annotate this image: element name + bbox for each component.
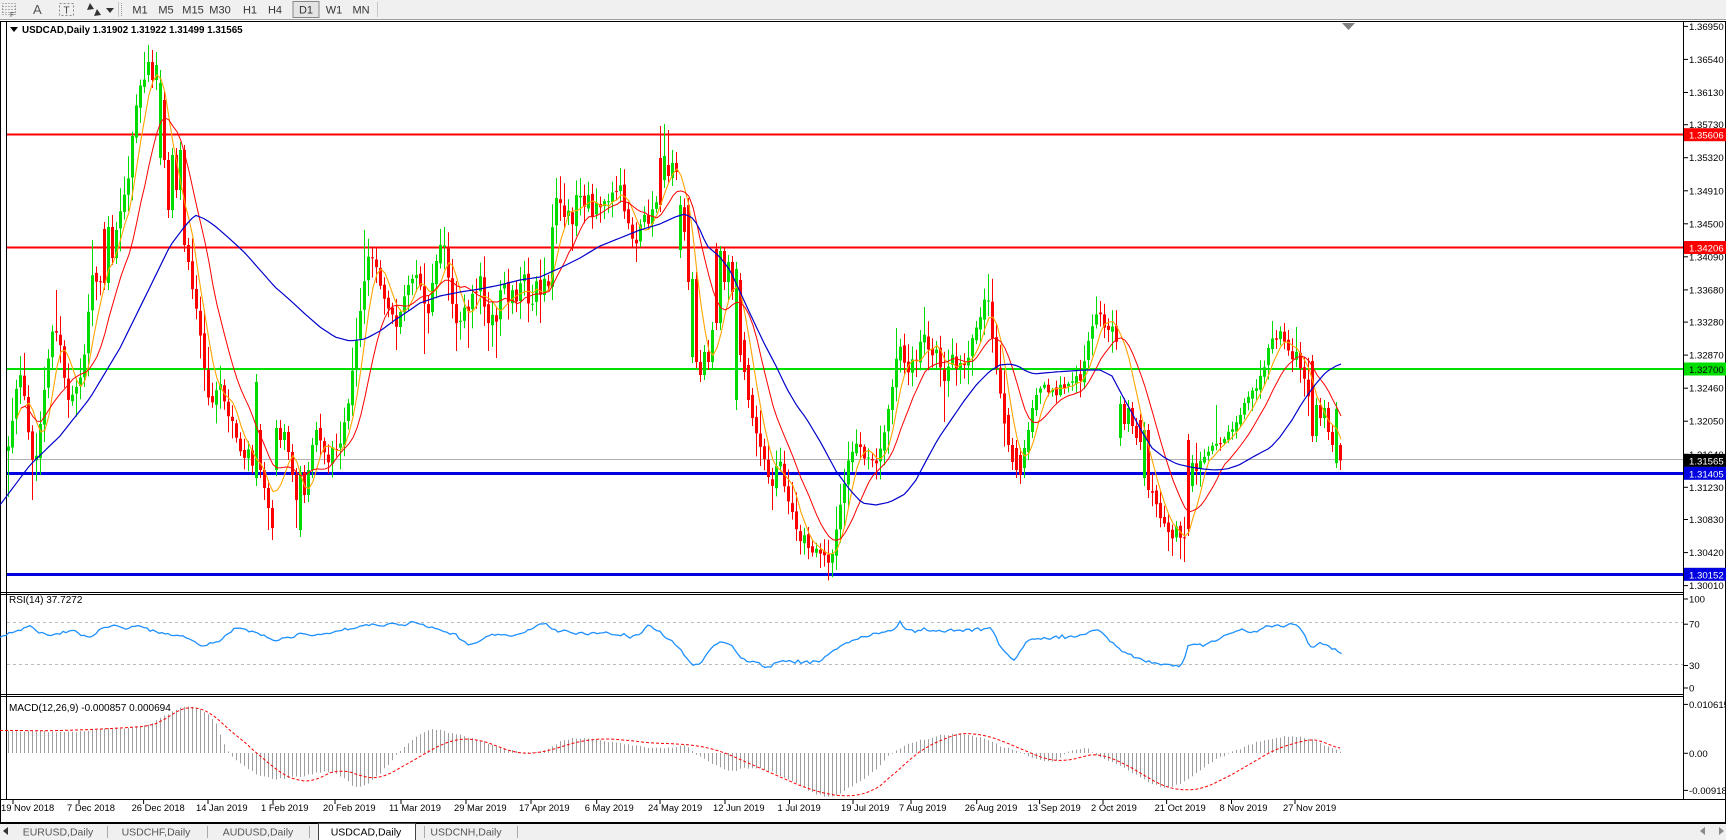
svg-text:14 Jan 2019: 14 Jan 2019 <box>196 802 248 813</box>
svg-text:M5: M5 <box>158 5 173 17</box>
svg-text:M1: M1 <box>132 5 147 17</box>
svg-text:19 Jul 2019: 19 Jul 2019 <box>841 802 889 813</box>
svg-text:0.010615: 0.010615 <box>1689 700 1726 711</box>
svg-text:8 Nov 2019: 8 Nov 2019 <box>1220 802 1268 813</box>
svg-text:1.31565: 1.31565 <box>1689 456 1724 467</box>
svg-text:1 Feb 2019: 1 Feb 2019 <box>261 802 308 813</box>
svg-text:20 Feb 2019: 20 Feb 2019 <box>323 802 376 813</box>
svg-text:M15: M15 <box>182 5 203 17</box>
svg-text:1.32460: 1.32460 <box>1689 384 1724 395</box>
svg-text:D1: D1 <box>299 5 313 17</box>
svg-text:1.30420: 1.30420 <box>1689 548 1724 559</box>
svg-text:USDCNH,Daily: USDCNH,Daily <box>430 827 502 839</box>
svg-text:27 Nov 2019: 27 Nov 2019 <box>1283 802 1336 813</box>
svg-text:1.33680: 1.33680 <box>1689 285 1724 296</box>
svg-text:19 Nov 2018: 19 Nov 2018 <box>1 802 54 813</box>
svg-text:1.36950: 1.36950 <box>1689 22 1724 33</box>
svg-text:0: 0 <box>1689 684 1694 695</box>
svg-text:USDCAD,Daily 1.31902 1.31922: USDCAD,Daily 1.31902 1.31922 1.31499 1.3… <box>22 25 243 36</box>
svg-text:1.33280: 1.33280 <box>1689 318 1724 329</box>
svg-text:1.30830: 1.30830 <box>1689 515 1724 526</box>
svg-text:1.32870: 1.32870 <box>1689 351 1724 362</box>
svg-text:1.34206: 1.34206 <box>1689 244 1724 255</box>
svg-text:17 Apr 2019: 17 Apr 2019 <box>519 802 570 813</box>
svg-text:M30: M30 <box>209 5 230 17</box>
svg-text:13 Sep 2019: 13 Sep 2019 <box>1028 802 1081 813</box>
svg-text:1 Jul 2019: 1 Jul 2019 <box>778 802 821 813</box>
svg-text:1.32050: 1.32050 <box>1689 417 1724 428</box>
svg-text:1.34090: 1.34090 <box>1689 252 1724 263</box>
svg-text:1.32700: 1.32700 <box>1689 365 1724 376</box>
svg-text:1.34910: 1.34910 <box>1689 186 1724 197</box>
svg-text:-0.009183: -0.009183 <box>1689 786 1726 797</box>
svg-text:1.30010: 1.30010 <box>1689 581 1724 592</box>
svg-text:A: A <box>33 2 42 17</box>
svg-text:RSI(14) 37.7272: RSI(14) 37.7272 <box>9 595 83 606</box>
svg-text:USDCAD,Daily: USDCAD,Daily <box>331 827 402 839</box>
svg-text:1.35320: 1.35320 <box>1689 153 1724 164</box>
svg-text:24 May 2019: 24 May 2019 <box>648 802 702 813</box>
svg-text:W1: W1 <box>326 5 343 17</box>
svg-text:29 Mar 2019: 29 Mar 2019 <box>454 802 507 813</box>
svg-text:AUDUSD,Daily: AUDUSD,Daily <box>223 827 294 839</box>
svg-text:0.00: 0.00 <box>1689 749 1708 760</box>
svg-text:1.31230: 1.31230 <box>1689 483 1724 494</box>
svg-text:7 Dec 2018: 7 Dec 2018 <box>67 802 115 813</box>
svg-text:7 Aug 2019: 7 Aug 2019 <box>899 802 946 813</box>
svg-text:USDCHF,Daily: USDCHF,Daily <box>122 827 192 839</box>
svg-text:H1: H1 <box>243 5 257 17</box>
svg-text:T: T <box>64 6 70 17</box>
svg-text:MN: MN <box>352 5 369 17</box>
svg-text:1.36540: 1.36540 <box>1689 55 1724 66</box>
svg-text:2 Oct 2019: 2 Oct 2019 <box>1091 802 1137 813</box>
svg-text:26 Aug 2019: 26 Aug 2019 <box>965 802 1018 813</box>
svg-text:1.31405: 1.31405 <box>1689 469 1724 480</box>
svg-text:F: F <box>10 12 14 19</box>
svg-text:EURUSD,Daily: EURUSD,Daily <box>23 827 94 839</box>
svg-text:100: 100 <box>1689 595 1705 606</box>
svg-text:1.35606: 1.35606 <box>1689 131 1724 142</box>
svg-text:1.30152: 1.30152 <box>1689 570 1724 581</box>
svg-text:H4: H4 <box>268 5 282 17</box>
svg-text:MACD(12,26,9) -0.000857 0.0006: MACD(12,26,9) -0.000857 0.000694 <box>9 703 171 714</box>
svg-text:26 Dec 2018: 26 Dec 2018 <box>132 802 185 813</box>
svg-text:1.35730: 1.35730 <box>1689 120 1724 131</box>
svg-text:1.34500: 1.34500 <box>1689 219 1724 230</box>
svg-text:12 Jun 2019: 12 Jun 2019 <box>713 802 765 813</box>
svg-text:70: 70 <box>1689 620 1700 631</box>
svg-text:30: 30 <box>1689 661 1700 672</box>
svg-text:1.36130: 1.36130 <box>1689 88 1724 99</box>
svg-text:6 May 2019: 6 May 2019 <box>585 802 634 813</box>
svg-text:21 Oct 2019: 21 Oct 2019 <box>1155 802 1206 813</box>
svg-text:11 Mar 2019: 11 Mar 2019 <box>389 802 441 813</box>
